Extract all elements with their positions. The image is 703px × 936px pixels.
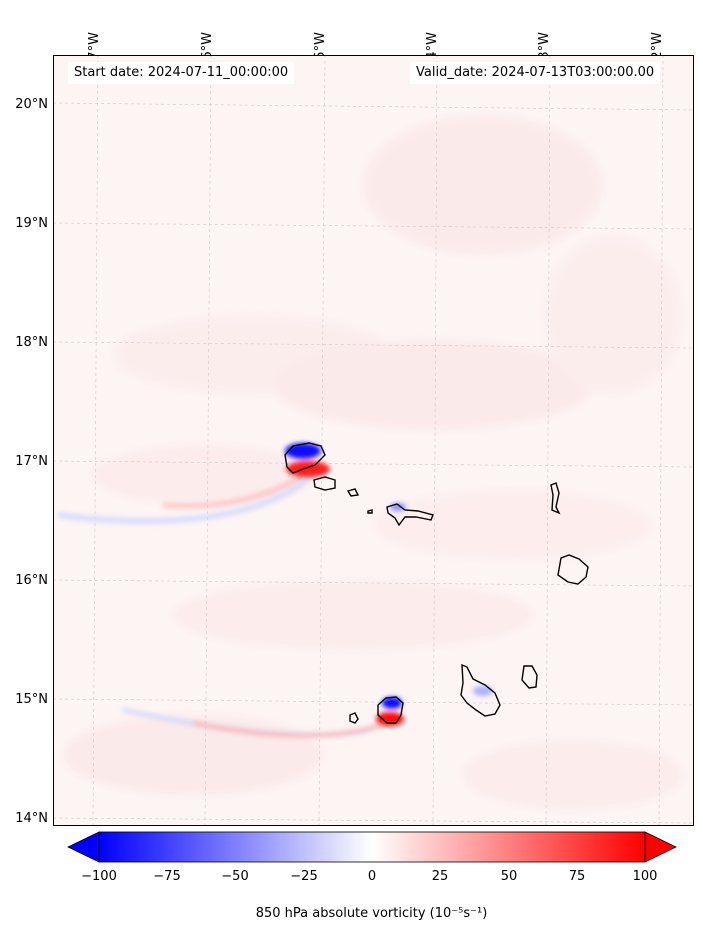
- lat-label-14n: 14°N: [15, 811, 48, 826]
- colorbar-label: 850 hPa absolute vorticity (10⁻⁵s⁻¹): [255, 906, 488, 921]
- island-santa-luzia: [346, 488, 360, 497]
- colorbar-tick-100: 100: [632, 869, 658, 884]
- lat-label-19n: 19°N: [15, 216, 48, 231]
- island-brava: [349, 712, 359, 724]
- colorbar: [67, 831, 677, 863]
- island-santo-antao: [284, 442, 326, 474]
- island-boa-vista: [557, 554, 589, 585]
- colorbar-tick-75: 75: [568, 869, 586, 884]
- map-frame: [53, 55, 694, 826]
- island-fogo: [377, 696, 404, 724]
- lat-label-20n: 20°N: [15, 97, 48, 112]
- valid-date-label: Valid_date: 2024-07-13T03:00:00.00: [410, 62, 661, 84]
- colorbar-tick-neg100: −100: [81, 869, 117, 884]
- island-outlines: [284, 442, 589, 724]
- gridlines: [53, 55, 694, 826]
- island-branco: [367, 509, 373, 514]
- island-sao-vicente: [313, 476, 336, 491]
- lat-label-16n: 16°N: [15, 573, 48, 588]
- start-date-label: Start date: 2024-07-11_00:00:00: [68, 62, 295, 84]
- colorbar-tick-neg75: −75: [153, 869, 181, 884]
- island-maio: [521, 665, 538, 689]
- wake-streaks: [57, 465, 390, 739]
- island-santiago: [460, 663, 501, 717]
- island-sao-nicolau: [386, 503, 434, 527]
- lat-label-18n: 18°N: [15, 335, 48, 350]
- colorbar-tick-0: 0: [367, 869, 377, 884]
- colorbar-tick-50: 50: [500, 869, 518, 884]
- colorbar-gradient: [98, 831, 646, 863]
- island-sal: [550, 482, 561, 515]
- colorbar-extend-high: [644, 831, 677, 863]
- colorbar-tick-25: 25: [431, 869, 449, 884]
- lat-label-17n: 17°N: [15, 454, 48, 469]
- lat-label-15n: 15°N: [15, 692, 48, 707]
- colorbar-extend-low: [67, 831, 100, 863]
- colorbar-tick-neg50: −50: [221, 869, 249, 884]
- vorticity-map: [53, 55, 694, 826]
- colorbar-tick-neg25: −25: [290, 869, 318, 884]
